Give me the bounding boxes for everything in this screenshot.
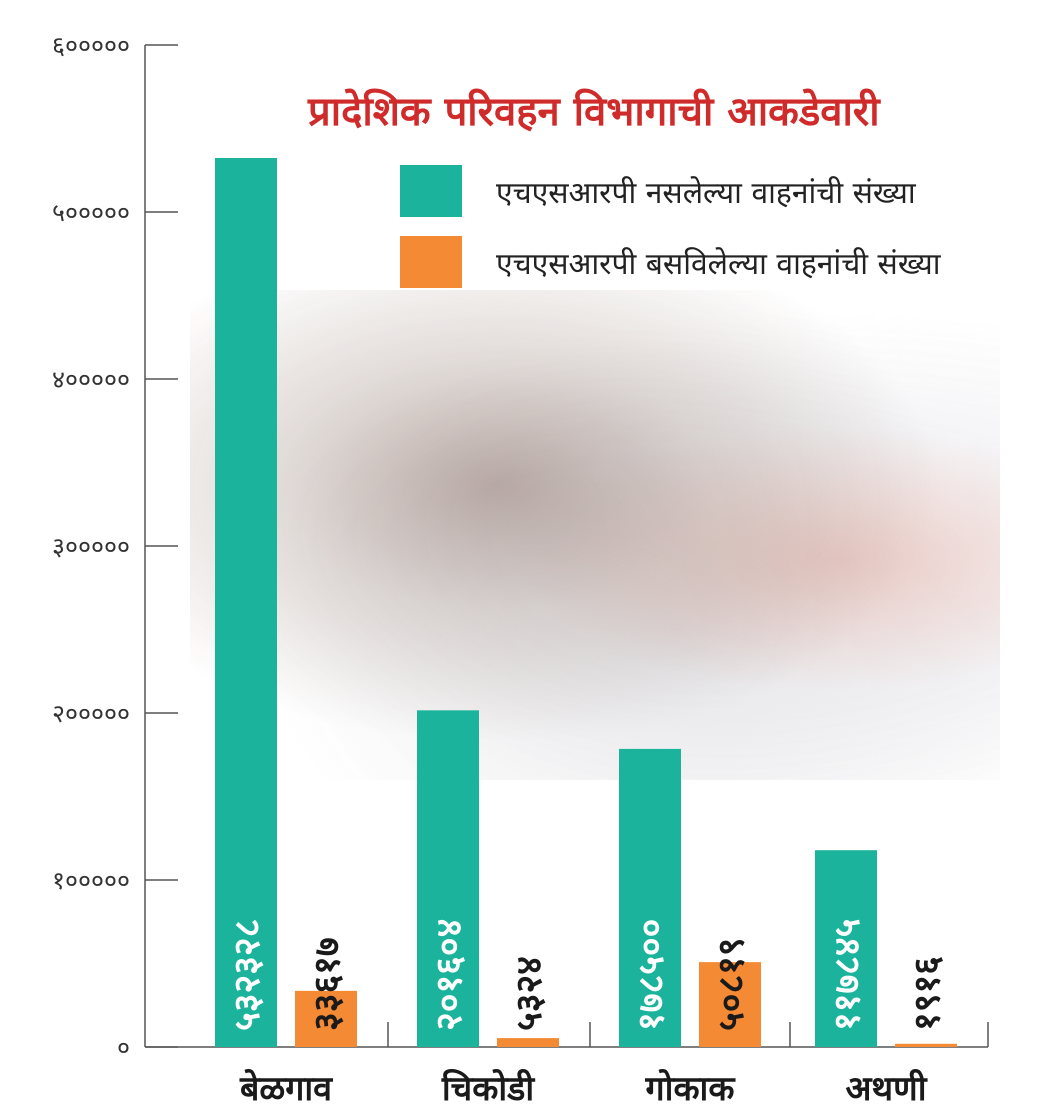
category-label: अथणी — [845, 1068, 927, 1109]
y-tick-label: ३००००० — [52, 532, 130, 561]
y-tick-label: ० — [117, 1033, 130, 1062]
y-tick-label: ४००००० — [52, 365, 130, 394]
data-label: १७८५०० — [631, 919, 672, 1031]
bar — [215, 158, 277, 1048]
bar — [815, 850, 877, 1047]
bar — [417, 710, 479, 1047]
bar — [619, 748, 681, 1047]
category-label: बेळगाव — [239, 1068, 333, 1109]
data-label: ५०८१९ — [711, 937, 752, 1031]
bar — [497, 1038, 559, 1047]
legend-swatch-missing-hsrp — [400, 165, 462, 217]
y-tick-label: १००००० — [52, 866, 130, 895]
data-label: ५३२३२८ — [227, 919, 268, 1031]
bar — [699, 962, 761, 1047]
legend-label-installed-hsrp: एचएसआरपी बसविलेल्या वाहनांची संख्या — [496, 247, 941, 282]
bar — [895, 1043, 957, 1047]
background-photo — [190, 290, 1000, 780]
category-label: चिकोडी — [441, 1068, 536, 1109]
chart-title: प्रादेशिक परिवहन विभागाची आकडेवारी — [308, 89, 880, 135]
data-label: १९१६ — [907, 956, 948, 1031]
legend-label-missing-hsrp: एचएसआरपी नसलेल्या वाहनांची संख्या — [496, 176, 916, 211]
bar — [295, 990, 357, 1047]
data-label: ५३२४ — [509, 956, 550, 1031]
y-tick-label: ५००००० — [52, 198, 130, 227]
y-tick-label: ६००००० — [52, 31, 130, 60]
data-label: २०१६०४ — [429, 919, 470, 1031]
data-label: ११७८४५ — [827, 919, 868, 1031]
data-label: ३३६१७ — [307, 937, 348, 1031]
category-label: गोकाक — [645, 1068, 737, 1109]
legend-swatch-installed-hsrp — [400, 236, 462, 288]
y-tick-label: २००००० — [52, 699, 130, 728]
